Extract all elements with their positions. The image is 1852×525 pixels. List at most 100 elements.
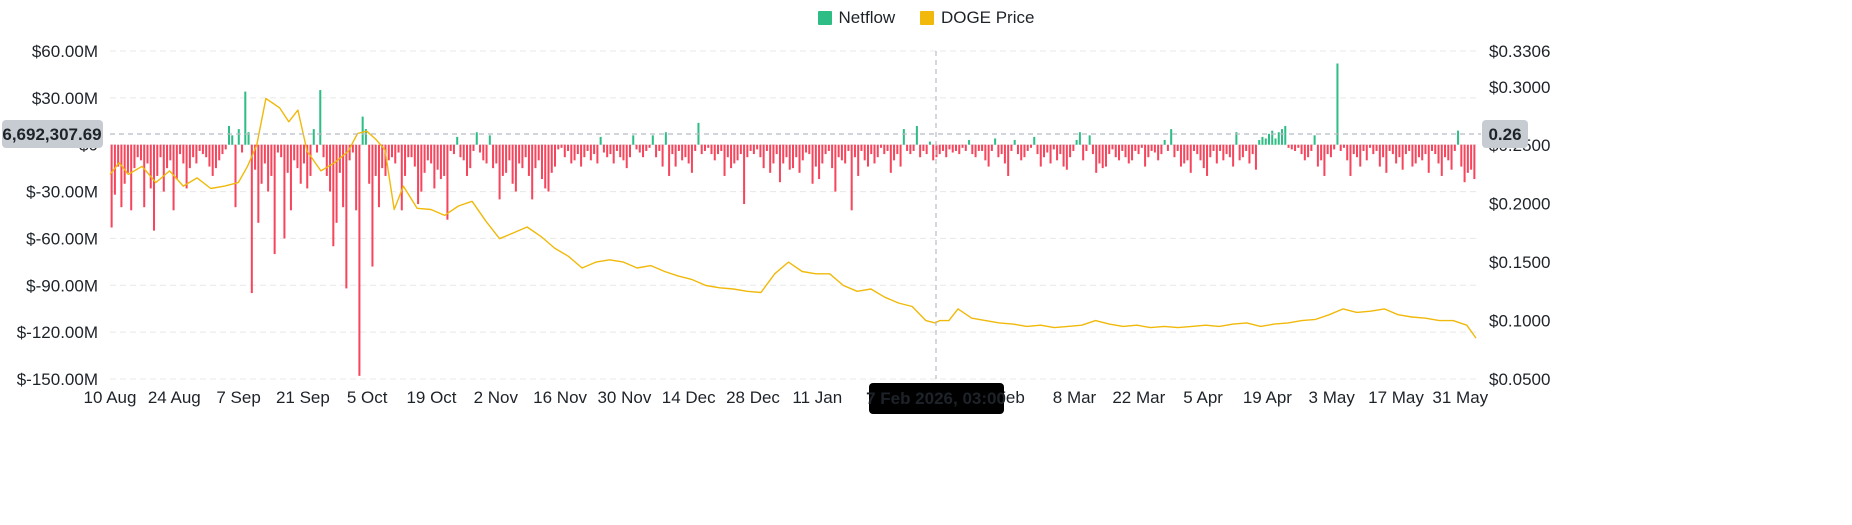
netflow-bar (1248, 144, 1251, 164)
date-tooltip-text: 7 Feb 2026, 03:00 (866, 389, 1006, 408)
netflow-bar (192, 144, 195, 158)
netflow-bar (723, 144, 726, 176)
netflow-bar (1359, 144, 1362, 167)
netflow-bar (743, 144, 746, 205)
netflow-bar (495, 144, 498, 164)
right-value-badge-text: 0.26 (1488, 125, 1521, 144)
netflow-bar (1199, 144, 1202, 161)
netflow-bar (720, 144, 723, 151)
netflow-bar (801, 144, 804, 161)
netflow-bar (876, 144, 879, 158)
x-tick-label: 19 Oct (406, 388, 456, 407)
netflow-bar (1108, 144, 1111, 155)
x-tick-label: 2 Nov (474, 388, 519, 407)
netflow-bar (850, 144, 853, 211)
netflow-bar (377, 144, 380, 208)
netflow-bar (1310, 144, 1313, 151)
netflow-bar (205, 144, 208, 158)
netflow-bar (1447, 144, 1450, 161)
netflow-bar (156, 144, 159, 176)
netflow-bar (1300, 144, 1303, 155)
netflow-bar (1176, 144, 1179, 151)
netflow-bar (703, 144, 706, 151)
x-tick-label: 19 Apr (1243, 388, 1292, 407)
netflow-bar (1121, 144, 1124, 151)
netflow-bar (1065, 144, 1068, 170)
netflow-bar (915, 125, 918, 145)
left-tick-label: $60.00M (32, 42, 98, 61)
netflow-bar (1463, 144, 1466, 183)
netflow-bar (1029, 144, 1032, 148)
netflow-bar (1414, 144, 1417, 164)
netflow-bar (329, 144, 332, 192)
netflow-bar (231, 135, 234, 145)
netflow-bar (837, 144, 840, 158)
netflow-bar (280, 144, 283, 158)
netflow-bar (925, 144, 928, 155)
netflow-bar (612, 144, 615, 164)
netflow-bar (1287, 144, 1290, 148)
netflow-bar (257, 144, 260, 223)
x-tick-label: 30 Nov (597, 388, 651, 407)
netflow-bar (570, 144, 573, 164)
netflow-bars (110, 63, 1476, 376)
doge-price-line-layer (109, 97, 1477, 339)
x-tick-label: 5 Oct (347, 388, 388, 407)
netflow-bar (482, 144, 485, 161)
netflow-bar (847, 144, 850, 151)
netflow-bar (1202, 144, 1205, 169)
netflow-bar (286, 144, 289, 173)
netflow-bar (769, 144, 772, 173)
netflow-bar (247, 132, 250, 145)
netflow-bar (224, 144, 227, 150)
netflow-bar (997, 144, 1000, 158)
crosshair: 6,692,307.69 0.26 7 Feb 2026, 03:00 (2, 51, 1528, 414)
netflow-bar (778, 144, 781, 183)
netflow-bar (456, 136, 459, 145)
netflow-bar (263, 144, 266, 164)
netflow-bar (1072, 144, 1075, 151)
netflow-bar (475, 132, 478, 145)
netflow-bar (534, 144, 537, 169)
netflow-bar (707, 144, 710, 148)
legend-item-netflow[interactable]: Netflow (817, 8, 895, 28)
netflow-bar (443, 144, 446, 176)
netflow-bar (179, 144, 182, 155)
netflow-bar (1277, 132, 1280, 145)
netflow-bar (221, 144, 224, 155)
date-tooltip-badge (869, 383, 1004, 414)
netflow-bar (1036, 144, 1039, 155)
netflow-bar (250, 144, 253, 294)
netflow-bar (417, 144, 420, 205)
netflow-bar (655, 144, 658, 158)
netflow-bar (1000, 144, 1003, 155)
netflow-bar (1339, 144, 1342, 151)
doge-price-line (109, 97, 1477, 339)
netflow-bar (896, 144, 899, 155)
netflow-bar (234, 144, 237, 208)
netflow-bar (381, 144, 384, 169)
netflow-bar (1020, 144, 1023, 161)
x-tick-label: 3 May (1309, 388, 1356, 407)
grid-layer (110, 50, 1476, 380)
netflow-bar (726, 144, 729, 158)
netflow-bar (964, 144, 967, 151)
netflow-bar (1163, 140, 1166, 145)
netflow-bar (299, 144, 302, 184)
netflow-bar (1118, 144, 1121, 161)
netflow-bar (990, 144, 993, 151)
left-tick-label: $-30.00M (26, 183, 98, 202)
netflow-bar (638, 144, 641, 153)
netflow-bar (948, 144, 951, 150)
netflow-bar (501, 144, 504, 176)
netflow-bar (420, 144, 423, 192)
netflow-bar (139, 144, 142, 161)
netflow-bar (1430, 144, 1433, 151)
legend-item-doge-price[interactable]: DOGE Price (919, 8, 1034, 28)
netflow-bar (293, 144, 296, 161)
netflow-bar (958, 144, 961, 155)
netflow-bar (615, 144, 618, 151)
netflow-bar (1241, 144, 1244, 158)
